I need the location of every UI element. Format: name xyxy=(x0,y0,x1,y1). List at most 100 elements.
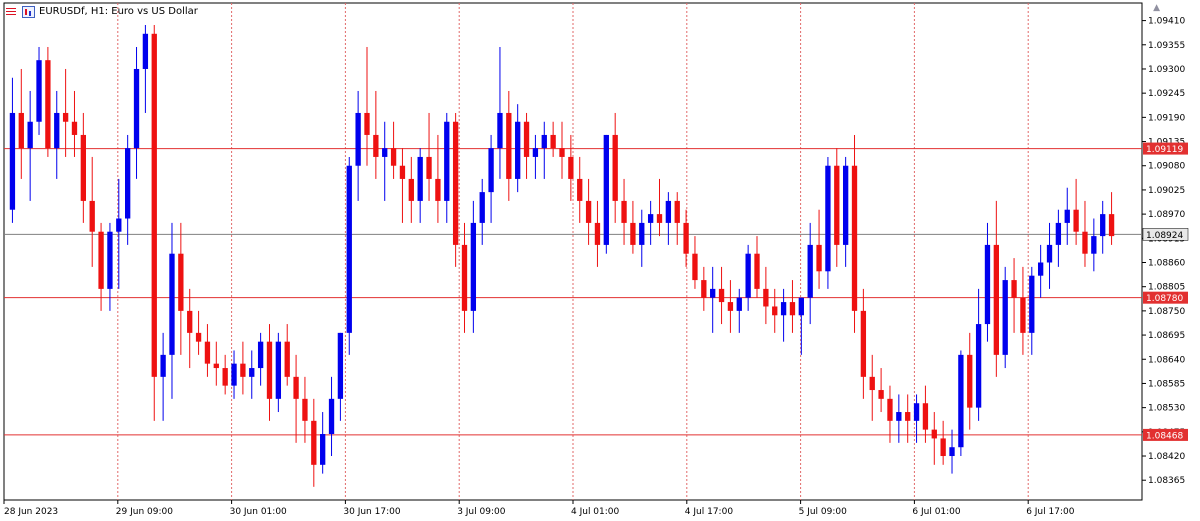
candle-body xyxy=(231,363,237,386)
candle-body xyxy=(257,341,264,369)
candle-body xyxy=(807,244,813,298)
price-tick-label: 1.08860 xyxy=(1148,258,1185,268)
candle-body xyxy=(346,165,352,333)
candle-body xyxy=(798,297,804,316)
candle-body xyxy=(151,33,157,377)
price-level-label: 1.08468 xyxy=(1146,431,1183,441)
candle-body xyxy=(98,231,104,289)
price-tick-label: 1.09245 xyxy=(1148,89,1185,99)
candle-body xyxy=(1055,222,1062,245)
candle-body xyxy=(772,306,778,316)
candle-body xyxy=(1082,231,1088,254)
time-tick-label: 4 Jul 01:00 xyxy=(571,507,620,517)
price-tick-label: 1.09135 xyxy=(1148,138,1185,148)
candle-body xyxy=(240,363,246,377)
time-tick-label: 5 Jul 09:00 xyxy=(799,507,848,517)
candle-body xyxy=(204,341,211,364)
candle-body xyxy=(36,60,42,122)
candle-body xyxy=(461,244,468,311)
candle-body xyxy=(834,165,840,245)
candle-body xyxy=(665,200,672,223)
candle-body xyxy=(27,121,33,149)
time-tick-label: 30 Jun 17:00 xyxy=(343,507,400,517)
candle-body xyxy=(568,156,574,179)
candle-body xyxy=(789,302,796,316)
candle-body xyxy=(320,434,326,465)
candle-body xyxy=(674,200,680,223)
candle-body xyxy=(71,121,78,135)
candle-body xyxy=(54,112,60,149)
candle-body xyxy=(931,429,937,439)
candle-body xyxy=(887,398,893,421)
candle-body xyxy=(116,218,122,232)
candle-body xyxy=(62,112,69,122)
candle-body xyxy=(479,192,485,223)
candle-body xyxy=(364,112,370,135)
candle-body xyxy=(727,302,734,311)
candle-body xyxy=(683,222,689,254)
candle-body xyxy=(408,178,414,201)
price-tick-label: 1.08640 xyxy=(1148,355,1185,365)
price-tick-label: 1.08585 xyxy=(1148,379,1185,389)
candle-body xyxy=(550,134,556,149)
candle-body xyxy=(399,165,406,179)
candle-body xyxy=(718,288,725,303)
candle-body xyxy=(922,403,929,430)
candle-body xyxy=(1091,236,1097,254)
chart-title-bar: EURUSDf, H1: Euro vs US Dollar xyxy=(4,5,198,19)
price-tick-label: 1.09080 xyxy=(1148,162,1185,172)
candle-body xyxy=(754,253,760,289)
candle-body xyxy=(878,390,884,399)
candle-body xyxy=(940,438,946,457)
current-price-label: 1.08924 xyxy=(1146,231,1183,241)
candle-body xyxy=(107,231,113,289)
candle-body xyxy=(639,222,645,245)
candle-menu-icon[interactable] xyxy=(4,6,18,18)
candle-body xyxy=(80,134,87,201)
candle-body xyxy=(417,156,423,201)
candle-body xyxy=(1064,209,1070,223)
candle-body xyxy=(293,376,299,399)
price-tick-label: 1.09025 xyxy=(1148,186,1185,196)
candle-body xyxy=(523,121,530,157)
candle-body xyxy=(515,121,521,179)
candle-body xyxy=(195,332,202,342)
candle-body xyxy=(488,148,494,193)
candle-body xyxy=(780,302,787,316)
time-tick-label: 6 Jul 01:00 xyxy=(912,507,961,517)
current-price-tag xyxy=(1142,228,1189,241)
candle-body xyxy=(1108,214,1115,237)
price-tick-label: 1.08750 xyxy=(1148,307,1185,317)
candle-body xyxy=(426,156,432,179)
candle-body xyxy=(275,341,282,399)
candle-body xyxy=(958,354,964,448)
price-tick-label: 1.08420 xyxy=(1148,452,1185,462)
candle-body xyxy=(355,112,361,166)
price-tick-label: 1.09355 xyxy=(1148,41,1185,51)
candle-body xyxy=(736,297,742,311)
candle-body xyxy=(1011,280,1017,298)
candle-body xyxy=(89,200,95,232)
candle-body xyxy=(169,253,175,355)
price-level-label: 1.08780 xyxy=(1146,294,1183,304)
candle-body xyxy=(993,244,999,355)
time-tick-label: 4 Jul 17:00 xyxy=(685,507,734,517)
price-tick-label: 1.09300 xyxy=(1148,65,1185,75)
candle-body xyxy=(851,165,858,311)
candle-body xyxy=(905,412,911,421)
price-tick-label: 1.08530 xyxy=(1148,404,1185,414)
chart-properties-icon[interactable] xyxy=(22,6,35,18)
candle-body xyxy=(452,121,459,245)
candle-body xyxy=(1073,209,1079,232)
candle-body xyxy=(1100,214,1106,237)
candle-body xyxy=(1002,280,1008,355)
price-level-tag xyxy=(1143,291,1188,304)
candle-body xyxy=(1037,262,1044,276)
scroll-end-arrow-icon[interactable]: ▲ xyxy=(1153,3,1160,13)
candle-body xyxy=(337,332,344,399)
candle-body xyxy=(745,253,751,298)
candle-body xyxy=(701,280,707,298)
candle-body xyxy=(949,447,955,457)
